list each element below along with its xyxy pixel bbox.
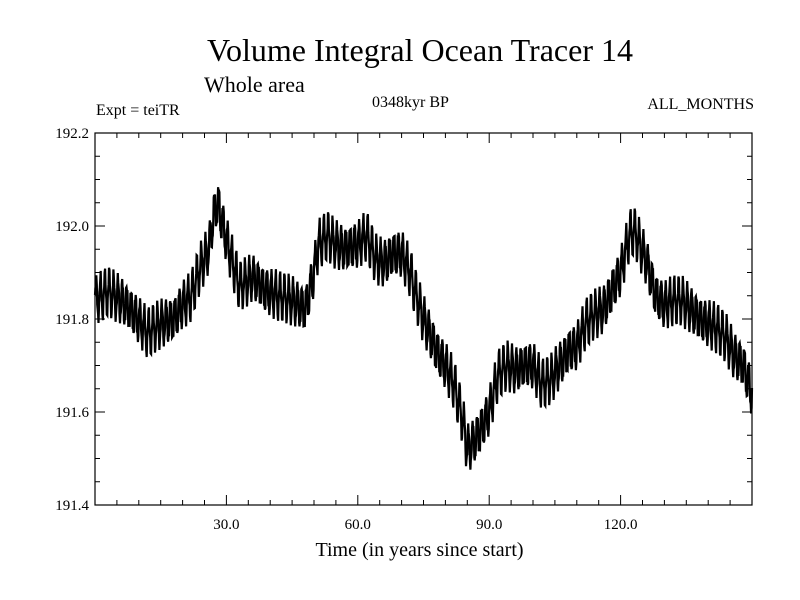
x-tick-label: 90.0 <box>476 517 502 533</box>
axis-ticks <box>95 133 752 505</box>
y-tick-label: 192.2 <box>55 126 89 142</box>
plot-frame <box>94 132 753 506</box>
y-tick-label: 191.8 <box>55 312 89 328</box>
y-tick-label: 191.6 <box>55 405 89 421</box>
y-tick-label: 191.4 <box>55 498 89 514</box>
months-label: ALL_MONTHS <box>647 96 754 113</box>
experiment-label: Expt = teiTR <box>96 102 180 119</box>
x-axis-label: Time (in years since start) <box>315 539 523 561</box>
series-line <box>93 187 754 470</box>
x-tick-label: 30.0 <box>213 517 239 533</box>
chart-title: Volume Integral Ocean Tracer 14 <box>207 32 633 68</box>
tick-labels: 30.0 60.0 90.0 120.0 191.4 191.6 191.8 192.0 192… <box>55 126 637 533</box>
y-tick-label: 192.0 <box>55 219 89 235</box>
x-tick-label: 60.0 <box>345 517 371 533</box>
chart-subtitle: Whole area <box>204 72 305 97</box>
x-tick-label: 120.0 <box>604 517 638 533</box>
period-label: 0348kyr BP <box>372 94 449 111</box>
